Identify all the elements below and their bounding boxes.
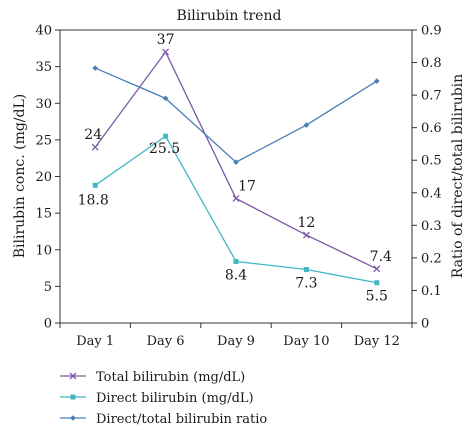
data-label-total: 7.4 <box>370 249 392 265</box>
y2-tick-label: 0.6 <box>421 121 442 136</box>
legend-item-total: Total bilirubin (mg/dL) <box>60 370 245 385</box>
data-labels-total: 24 37 17 12 7.4 <box>84 32 392 265</box>
data-point-total <box>232 195 240 202</box>
data-label-direct: 25.5 <box>149 141 180 157</box>
data-point-direct <box>92 182 98 188</box>
data-point-direct <box>233 258 239 264</box>
x-tick-label: Day 9 <box>217 334 255 349</box>
marker-stroke <box>91 143 99 151</box>
marker-stroke <box>162 48 170 56</box>
data-point-total <box>302 231 310 239</box>
marker-stroke <box>69 372 77 380</box>
data-point-total <box>91 143 99 151</box>
series-total <box>91 48 381 273</box>
legend-label: Total bilirubin (mg/dL) <box>96 370 245 385</box>
series-ratio <box>92 65 380 165</box>
data-label-direct: 7.3 <box>295 276 317 292</box>
series-direct <box>92 133 380 286</box>
y-tick-label: 0 <box>44 317 52 332</box>
data-labels-direct: 18.8 25.5 8.4 7.3 5.5 <box>78 141 388 305</box>
y2-axis-title: Ratio of direct/total bilirubin <box>450 74 466 278</box>
legend-label: Direct bilirubin (mg/dL) <box>96 391 254 406</box>
data-label-total: 24 <box>84 127 102 143</box>
data-label-total: 12 <box>297 215 315 231</box>
axes: 0 5 10 15 20 25 30 35 40 0 0.1 0.2 0.3 0.4 0.5 0.6 0.7 0.… <box>35 24 441 350</box>
data-point-direct <box>163 133 169 139</box>
legend-marker <box>70 394 76 400</box>
data-point-ratio <box>303 122 310 128</box>
y2-tick-label: 0.8 <box>421 56 442 71</box>
y2-tick-label: 0.1 <box>421 284 442 299</box>
legend: Total bilirubin (mg/dL) Direct bilirubin … <box>60 370 267 427</box>
y2-tick-label: 0.3 <box>421 219 442 234</box>
chart-title: Bilirubin trend <box>177 8 282 24</box>
x-tick-label: Day 10 <box>283 334 329 349</box>
marker-stroke <box>232 195 240 202</box>
y-tick-label: 15 <box>35 207 52 222</box>
y-tick-label: 20 <box>35 170 52 185</box>
y2-tick-label: 0.7 <box>421 89 442 104</box>
data-point-direct <box>303 267 309 273</box>
y-tick-label: 35 <box>35 60 52 75</box>
y-tick-label: 30 <box>35 97 52 112</box>
y-tick-label: 5 <box>44 280 52 295</box>
marker-stroke <box>373 265 381 273</box>
data-point-ratio <box>92 65 98 71</box>
y2-tick-label: 0 <box>421 317 429 332</box>
y-axis-title: Bilirubin conc. (mg/dL) <box>12 94 28 259</box>
y2-tick-label: 0.4 <box>421 186 442 201</box>
x-tick-label: Day 6 <box>147 334 185 349</box>
data-point-total <box>373 265 381 273</box>
data-label-direct: 5.5 <box>366 289 388 305</box>
data-point-direct <box>374 280 380 286</box>
y2-tick-label: 0.9 <box>421 24 442 39</box>
legend-marker <box>69 372 77 380</box>
data-point-ratio <box>233 159 239 165</box>
y2-tick-label: 0.5 <box>421 154 442 169</box>
data-label-total: 17 <box>238 178 256 194</box>
series-layer: 24 37 17 12 7.4 18.8 25.5 8.4 7.3 5.5 <box>78 32 392 305</box>
y-tick-label: 25 <box>35 133 52 148</box>
y-tick-label: 40 <box>35 24 52 39</box>
legend-item-ratio: Direct/total bilirubin ratio <box>60 412 267 427</box>
y2-tick-label: 0.2 <box>421 251 442 266</box>
x-tick-label: Day 12 <box>354 334 400 349</box>
data-label-total: 37 <box>157 32 175 48</box>
data-point-total <box>162 48 170 56</box>
data-label-direct: 8.4 <box>225 267 247 283</box>
data-point-ratio <box>374 78 380 84</box>
y-tick-label: 10 <box>35 243 52 258</box>
data-label-direct: 18.8 <box>78 192 109 208</box>
series-line-ratio <box>94 67 378 163</box>
legend-item-direct: Direct bilirubin (mg/dL) <box>60 391 254 406</box>
marker-stroke <box>302 231 310 239</box>
legend-label: Direct/total bilirubin ratio <box>96 412 267 427</box>
legend-marker <box>70 415 76 421</box>
data-point-ratio <box>162 95 169 102</box>
x-tick-label: Day 1 <box>76 334 114 349</box>
